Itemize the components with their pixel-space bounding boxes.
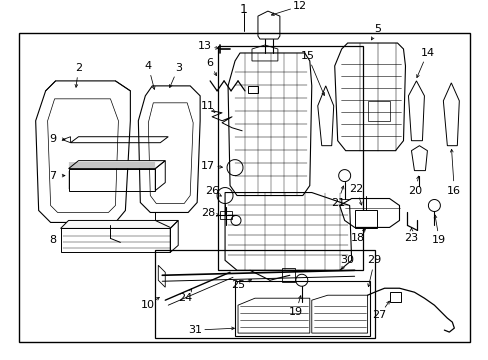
Text: 29: 29 — [366, 255, 381, 265]
Text: 30: 30 — [340, 255, 354, 265]
Text: 3: 3 — [174, 63, 182, 73]
Text: 12: 12 — [292, 1, 306, 11]
Polygon shape — [68, 161, 165, 168]
Text: 13: 13 — [198, 41, 212, 51]
Text: 28: 28 — [201, 208, 215, 219]
Text: 24: 24 — [178, 293, 192, 303]
Text: 25: 25 — [230, 280, 244, 290]
Text: 9: 9 — [49, 134, 56, 144]
Text: 19: 19 — [431, 235, 446, 246]
Bar — [155, 250, 374, 338]
Bar — [19, 33, 469, 342]
Bar — [218, 46, 362, 270]
Text: 14: 14 — [420, 48, 433, 58]
Text: 4: 4 — [144, 61, 152, 71]
Bar — [354, 211, 376, 229]
Text: 18: 18 — [350, 233, 364, 243]
Text: 27: 27 — [372, 310, 386, 320]
Text: 20: 20 — [407, 185, 422, 195]
Text: 7: 7 — [49, 171, 56, 181]
Text: 2: 2 — [75, 63, 82, 73]
Text: 1: 1 — [240, 3, 247, 15]
Text: 26: 26 — [204, 185, 219, 195]
Text: 31: 31 — [188, 325, 202, 335]
Text: 22: 22 — [349, 184, 363, 194]
Text: 23: 23 — [404, 233, 418, 243]
Bar — [235, 281, 369, 336]
Text: 15: 15 — [300, 51, 314, 61]
Polygon shape — [61, 220, 178, 229]
Text: 21: 21 — [330, 198, 344, 207]
Text: 6: 6 — [206, 58, 213, 68]
Text: 10: 10 — [141, 300, 155, 310]
Text: 16: 16 — [447, 185, 460, 195]
Text: 19: 19 — [288, 307, 302, 317]
Text: 17: 17 — [201, 161, 215, 171]
Text: 8: 8 — [49, 235, 56, 246]
Text: 5: 5 — [373, 24, 380, 34]
Text: 11: 11 — [201, 101, 215, 111]
